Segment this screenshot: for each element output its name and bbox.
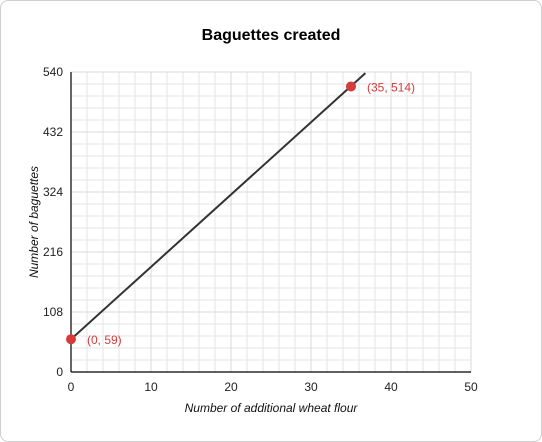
x-tick-label: 50: [464, 380, 478, 394]
chart-title: Baguettes created: [201, 27, 341, 44]
chart-series: [70, 72, 367, 340]
y-tick-label: 108: [43, 305, 63, 319]
series-line: [70, 72, 367, 340]
y-tick-label: 216: [43, 245, 63, 259]
chart-axes: [70, 72, 471, 373]
y-axis-label: Number of baguettes: [27, 166, 41, 278]
y-tick-label: 324: [43, 185, 63, 199]
y-tick-label: 540: [43, 65, 63, 79]
x-tick-label: 0: [68, 380, 75, 394]
x-tick-label: 10: [144, 380, 158, 394]
y-tick-label: 0: [56, 365, 63, 379]
chart-points: (0, 59) (35, 514): [66, 80, 415, 347]
chart-grid: [71, 71, 472, 372]
y-tick-label: 432: [43, 125, 63, 139]
x-tick-label: 30: [304, 380, 318, 394]
x-tick-label: 20: [224, 380, 238, 394]
data-point-label: (35, 514): [367, 80, 415, 94]
x-tick-label: 40: [384, 380, 398, 394]
chart-ticks: 0 10 20 30 40 50 0 108 216 324 432 540: [43, 65, 478, 394]
data-point: [346, 81, 356, 92]
data-point: [66, 334, 76, 345]
x-axis-label: Number of additional wheat flour: [185, 401, 359, 415]
data-point-label: (0, 59): [87, 333, 122, 347]
